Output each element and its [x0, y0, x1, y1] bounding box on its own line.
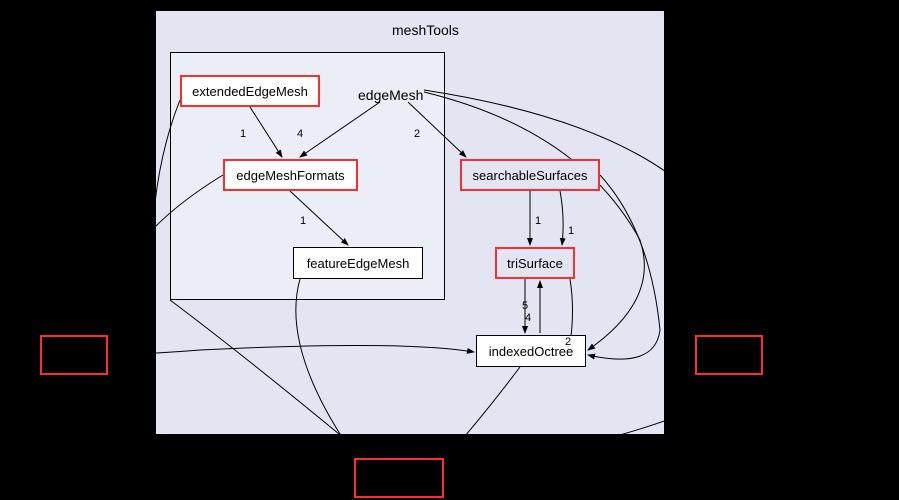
- node-right-external[interactable]: [695, 335, 763, 375]
- node-edgeMeshFormats[interactable]: edgeMeshFormats: [223, 159, 358, 191]
- outer-title: meshTools: [392, 22, 459, 38]
- diagram-canvas: meshTools edgeMesh extendedEdgeMesh edge…: [0, 0, 899, 500]
- edge-label: 2: [414, 128, 420, 140]
- edge-label: 1: [300, 215, 306, 227]
- edge-label: 4: [297, 128, 303, 140]
- edge-label: 1: [568, 225, 574, 237]
- edge-label: 5: [522, 300, 528, 312]
- node-left-external[interactable]: [40, 335, 108, 375]
- edge-label: 1: [745, 321, 751, 333]
- edge-label: 2: [565, 336, 571, 348]
- edge-label: 4: [525, 312, 531, 324]
- inner-title: edgeMesh: [358, 87, 423, 103]
- edge-label: 1: [240, 128, 246, 140]
- node-searchableSurfaces[interactable]: searchableSurfaces: [460, 159, 600, 191]
- node-triSurface[interactable]: triSurface: [495, 247, 575, 279]
- edge-label: 1: [535, 215, 541, 227]
- node-bottom-external[interactable]: [354, 458, 444, 498]
- node-featureEdgeMesh[interactable]: featureEdgeMesh: [293, 247, 423, 279]
- node-extendedEdgeMesh[interactable]: extendedEdgeMesh: [180, 75, 320, 107]
